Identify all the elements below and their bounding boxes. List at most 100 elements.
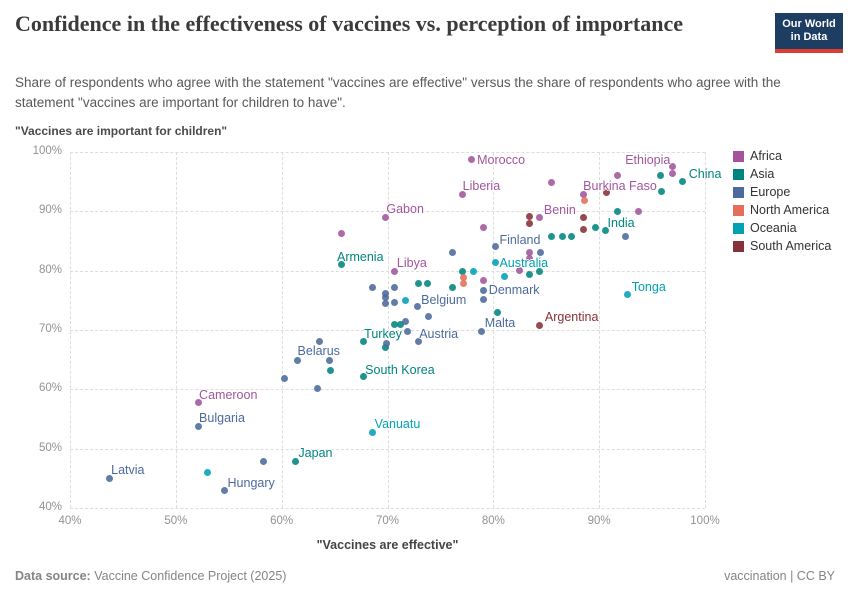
data-point-tonga[interactable] [624, 291, 632, 299]
data-point-europe[interactable] [391, 284, 399, 292]
data-point-africa[interactable] [480, 224, 488, 232]
data-point-europe[interactable] [382, 339, 390, 347]
data-point-australia[interactable] [491, 259, 499, 267]
legend-item-africa[interactable]: Africa [733, 147, 831, 165]
data-point-europe[interactable] [537, 249, 545, 257]
data-point-south-korea[interactable] [359, 373, 367, 381]
country-label-vanuatu: Vanuatu [374, 417, 421, 432]
y-tick-label: 90% [38, 204, 62, 217]
data-point-denmark[interactable] [480, 286, 488, 294]
data-point-asia[interactable] [326, 367, 334, 375]
data-point-oceania[interactable] [401, 297, 409, 305]
data-point-south-america[interactable] [603, 189, 611, 197]
data-point-japan[interactable] [291, 457, 299, 465]
data-point-asia[interactable] [568, 233, 576, 241]
data-point-europe[interactable] [391, 298, 399, 306]
data-point-africa[interactable] [338, 229, 346, 237]
data-point-africa[interactable] [480, 277, 488, 285]
data-point-north-america[interactable] [460, 279, 468, 287]
data-point-ethiopia[interactable] [668, 162, 676, 170]
data-point-europe[interactable] [281, 374, 289, 382]
data-point-asia[interactable] [424, 279, 432, 287]
legend-item-asia[interactable]: Asia [733, 165, 831, 183]
data-point-europe[interactable] [401, 317, 409, 325]
data-point-austria[interactable] [414, 337, 422, 345]
data-point-europe[interactable] [369, 284, 377, 292]
data-point-asia[interactable] [613, 208, 621, 216]
data-point-africa[interactable] [525, 255, 533, 263]
data-point-gabon[interactable] [381, 213, 389, 221]
data-point-europe[interactable] [622, 233, 630, 241]
data-point-oceania[interactable] [469, 267, 477, 275]
data-point-liberia[interactable] [459, 191, 467, 199]
data-point-asia[interactable] [494, 309, 502, 317]
data-point-asia[interactable] [536, 268, 544, 276]
data-point-europe[interactable] [425, 313, 433, 321]
data-point-oceania[interactable] [501, 272, 509, 280]
legend-item-europe[interactable]: Europe [733, 183, 831, 201]
data-point-china[interactable] [679, 177, 687, 185]
data-point-europe[interactable] [381, 289, 389, 297]
data-point-belgium[interactable] [413, 303, 421, 311]
data-point-europe[interactable] [381, 294, 389, 302]
data-point-north-america[interactable] [460, 274, 468, 282]
data-point-europe[interactable] [480, 295, 488, 303]
data-point-belarus[interactable] [294, 356, 302, 364]
data-point-asia[interactable] [658, 188, 666, 196]
data-point-asia[interactable] [396, 320, 404, 328]
data-point-south-america[interactable] [579, 214, 587, 222]
data-point-asia[interactable] [657, 172, 665, 180]
legend-item-north-america[interactable]: North America [733, 201, 831, 219]
legend-item-oceania[interactable]: Oceania [733, 219, 831, 237]
data-point-benin[interactable] [536, 213, 544, 221]
data-point-burkina-faso[interactable] [613, 171, 621, 179]
data-point-malta[interactable] [478, 327, 486, 335]
data-point-africa[interactable] [548, 178, 556, 186]
data-point-asia[interactable] [414, 279, 422, 287]
data-point-turkey[interactable] [359, 338, 367, 346]
data-point-africa[interactable] [579, 191, 587, 199]
data-point-asia[interactable] [459, 267, 467, 275]
data-point-europe[interactable] [325, 357, 333, 365]
country-label-austria: Austria [419, 327, 459, 342]
data-point-india[interactable] [602, 227, 610, 235]
data-point-asia[interactable] [391, 320, 399, 328]
data-point-africa[interactable] [516, 266, 524, 274]
data-point-europe[interactable] [316, 338, 324, 346]
data-point-africa[interactable] [525, 249, 533, 257]
data-point-africa[interactable] [668, 170, 676, 178]
data-point-latvia[interactable] [105, 475, 113, 483]
data-point-europe[interactable] [448, 248, 456, 256]
data-point-north-america[interactable] [580, 196, 588, 204]
data-point-africa[interactable] [634, 208, 642, 216]
data-point-armenia[interactable] [338, 261, 346, 269]
data-point-europe[interactable] [381, 299, 389, 307]
data-point-asia[interactable] [548, 233, 556, 241]
data-point-hungary[interactable] [221, 487, 229, 495]
legend-label: South America [750, 239, 832, 253]
data-point-argentina[interactable] [536, 321, 544, 329]
license-credit[interactable]: vaccination | CC BY [724, 569, 835, 583]
data-point-europe[interactable] [404, 328, 412, 336]
owid-logo[interactable]: Our World in Data [775, 13, 843, 53]
data-point-cameroon[interactable] [194, 399, 202, 407]
y-tick-label: 50% [38, 441, 62, 454]
data-point-asia[interactable] [381, 344, 389, 352]
data-point-south-america[interactable] [525, 212, 533, 220]
data-point-south-america[interactable] [579, 225, 587, 233]
data-point-morocco[interactable] [467, 156, 475, 164]
country-label-argentina: Argentina [544, 310, 599, 325]
data-point-vanuatu[interactable] [369, 428, 377, 436]
data-point-asia[interactable] [448, 284, 456, 292]
data-point-south-america[interactable] [525, 220, 533, 228]
data-point-europe[interactable] [314, 385, 322, 393]
data-point-finland[interactable] [491, 243, 499, 251]
legend-item-south-america[interactable]: South America [733, 237, 831, 255]
data-point-libya[interactable] [391, 267, 399, 275]
data-point-bulgaria[interactable] [194, 422, 202, 430]
data-point-europe[interactable] [260, 457, 268, 465]
data-point-oceania[interactable] [204, 469, 212, 477]
data-point-asia[interactable] [525, 271, 533, 279]
data-point-asia[interactable] [592, 224, 600, 232]
data-point-asia[interactable] [558, 233, 566, 241]
